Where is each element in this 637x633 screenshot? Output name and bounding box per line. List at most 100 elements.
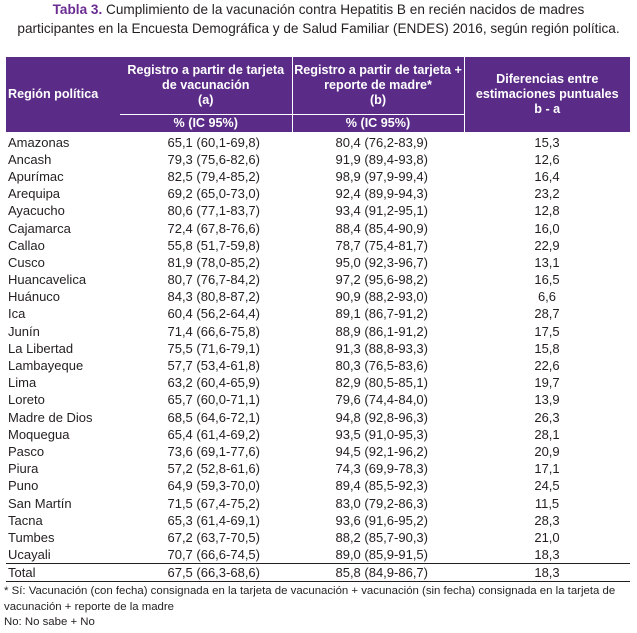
cell-region: Madre de Dios: [8, 409, 93, 425]
caption-line-1: Cumplimiento de la vacunación contra Hep…: [102, 2, 585, 17]
footnotes: * Sí: Vacunación (con fecha) consignada …: [4, 584, 634, 631]
cell-col-b: 88,4 (85,4-90,9): [335, 220, 428, 236]
table-row: Ancash 79,3 (75,6-82,6) 91,9 (89,4-93,8) 12…: [6, 151, 630, 168]
cell-col-diff: 12,6: [534, 151, 560, 167]
cell-col-a: 75,5 (71,6-79,1): [167, 340, 260, 356]
cell-col-a: 71,4 (66,6-75,8): [167, 323, 260, 339]
cell-col-a: 84,3 (80,8-87,2): [167, 289, 260, 305]
table-row: Amazonas 65,1 (60,1-69,8) 80,4 (76,2-83,9)…: [6, 132, 630, 151]
cell-col-diff: 22,6: [534, 358, 560, 374]
cell-col-diff: 21,0: [534, 529, 560, 545]
cell-col-a: 57,2 (52,8-61,6): [167, 461, 260, 477]
cell-col-a: 79,3 (75,6-82,6): [167, 151, 260, 167]
cell-col-a: 72,4 (67,8-76,6): [167, 220, 260, 236]
table-row: Ayacucho 80,6 (77,1-83,7) 93,4 (91,2-95,1)…: [6, 202, 630, 219]
cell-col-diff: 22,9: [534, 237, 560, 253]
cell-col-b: 91,9 (89,4-93,8): [335, 151, 428, 167]
cell-col-a: 64,9 (59,3-70,0): [167, 478, 260, 494]
cell-region: Tumbes: [8, 529, 55, 545]
header-col-diff-label: Diferencias entre estimaciones puntuales: [475, 71, 619, 101]
cell-col-a: 81,9 (78,0-85,2): [167, 254, 260, 270]
table-caption: Tabla 3. Cumplimiento de la vacunación c…: [0, 0, 637, 38]
cell-region: Total: [6, 563, 120, 583]
footnote-1: * Sí: Vacunación (con fecha) consignada …: [4, 585, 616, 613]
cell-col-a: 82,5 (79,4-85,2): [167, 168, 260, 184]
cell-col-diff: 24,5: [534, 478, 560, 494]
cell-col-b: 88,2 (85,7-90,3): [335, 529, 428, 545]
cell-col-b: 94,5 (92,1-96,2): [335, 443, 428, 459]
cell-col-a: 65,7 (60,0-71,1): [167, 392, 260, 408]
table-row: Huánuco 84,3 (80,8-87,2) 90,9 (88,2-93,0) 6…: [6, 288, 630, 305]
cell-col-diff: 28,7: [534, 306, 560, 322]
cell-region: Junín: [8, 323, 40, 339]
table-row: Pasco 73,6 (69,1-77,6) 94,5 (92,1-96,2) 20,…: [6, 443, 630, 460]
cell-col-diff: 28,1: [534, 426, 560, 442]
header-col-b: Registro a partir de tarjeta + reporte d…: [292, 57, 465, 114]
cell-region: Moquegua: [8, 426, 70, 442]
cell-col-b: 94,8 (92,8-96,3): [335, 409, 428, 425]
cell-region: Ayacucho: [8, 203, 65, 219]
cell-col-a: 67,2 (63,7-70,5): [167, 529, 260, 545]
cell-col-diff: 15,3: [534, 134, 560, 150]
header-col-diff-letter: b - a: [534, 101, 561, 116]
cell-col-b: 89,0 (85,9-91,5): [335, 547, 428, 563]
cell-col-b: 89,1 (86,7-91,2): [335, 306, 428, 322]
cell-col-a: 73,6 (69,1-77,6): [167, 443, 260, 459]
header-region: Región política: [6, 57, 120, 132]
cell-col-diff: 13,9: [534, 392, 560, 408]
cell-col-b: 80,4 (76,2-83,9): [335, 134, 428, 150]
cell-col-b: 95,0 (92,3-96,7): [335, 254, 428, 270]
cell-col-a: 65,1 (60,1-69,8): [167, 134, 260, 150]
cell-col-b: 98,9 (97,9-99,4): [335, 168, 428, 184]
cell-col-diff: 16,5: [534, 272, 560, 288]
table-row: Ucayali 70,7 (66,6-74,5) 89,0 (85,9-91,5) 1…: [6, 546, 630, 564]
cell-col-b: 97,2 (95,6-98,2): [335, 272, 428, 288]
table-row: Loreto 65,7 (60,0-71,1) 79,6 (74,4-84,0) 13…: [6, 391, 630, 408]
cell-col-b: 91,3 (88,8-93,3): [335, 340, 428, 356]
cell-col-a: 80,6 (77,1-83,7): [167, 203, 260, 219]
cell-region: Apurímac: [8, 168, 64, 184]
table-row: Cusco 81,9 (78,0-85,2) 95,0 (92,3-96,7) 13,…: [6, 254, 630, 271]
cell-region: Tacna: [8, 512, 43, 528]
table-row: Moquegua 65,4 (61,4-69,2) 93,5 (91,0-95,3)…: [6, 426, 630, 443]
cell-col-b: 93,4 (91,2-95,1): [335, 203, 428, 219]
header-col-b-letter: (b): [369, 92, 387, 107]
cell-col-diff: 11,5: [534, 495, 560, 511]
table-body: Amazonas 65,1 (60,1-69,8) 80,4 (76,2-83,9)…: [6, 132, 630, 583]
cell-region: Cusco: [8, 254, 45, 270]
cell-col-a: 68,5 (64,6-72,1): [167, 409, 260, 425]
cell-col-a: 65,3 (61,4-69,1): [167, 512, 260, 528]
cell-col-a: 63,2 (60,4-65,9): [167, 375, 260, 391]
table-row: Madre de Dios 68,5 (64,6-72,1) 94,8 (92,8-…: [6, 409, 630, 426]
cell-col-a: 80,7 (76,7-84,2): [167, 272, 260, 288]
cell-region: Pasco: [8, 443, 45, 459]
header-col-a: Registro a partir de tarjeta de vacunaci…: [120, 57, 293, 114]
cell-col-diff: 23,2: [534, 186, 560, 202]
cell-col-diff: 6,6: [537, 289, 557, 305]
cell-region: Puno: [8, 478, 39, 494]
header-col-a-label: Registro a partir de tarjeta de vacunaci…: [127, 62, 285, 92]
cell-col-b: 74,3 (69,9-78,3): [335, 461, 428, 477]
cell-col-b: 85,8 (84,9-86,7): [292, 563, 464, 583]
cell-region: Piura: [8, 461, 39, 477]
cell-col-b: 93,5 (91,0-95,3): [335, 426, 428, 442]
table-row: San Martín 71,5 (67,4-75,2) 83,0 (79,2-86,…: [6, 494, 630, 511]
cell-col-b: 88,9 (86,1-91,2): [335, 323, 428, 339]
cell-region: Amazonas: [8, 134, 70, 150]
cell-col-diff: 26,3: [534, 409, 560, 425]
cell-region: Ica: [8, 306, 26, 322]
cell-col-b: 79,6 (74,4-84,0): [335, 392, 428, 408]
subheader-col-b: % (IC 95%): [292, 113, 465, 132]
cell-col-diff: 13,1: [534, 254, 560, 270]
table-row: Lambayeque 57,7 (53,4-61,8) 80,3 (76,5-83,…: [6, 357, 630, 374]
table-row: Cajamarca 72,4 (67,8-76,6) 88,4 (85,4-90,9…: [6, 219, 630, 236]
table-row: Lima 63,2 (60,4-65,9) 82,9 (80,5-85,1) 19,7: [6, 374, 630, 391]
cell-col-diff: 17,5: [534, 323, 560, 339]
cell-col-diff: 20,9: [534, 443, 560, 459]
cell-region: San Martín: [8, 495, 72, 511]
cell-region: Ucayali: [8, 547, 51, 563]
cell-region: Huancavelica: [8, 272, 87, 288]
table-row: Apurímac 82,5 (79,4-85,2) 98,9 (97,9-99,4)…: [6, 168, 630, 185]
table-row: Piura 57,2 (52,8-61,6) 74,3 (69,9-78,3) 17,…: [6, 460, 630, 477]
table-row: Ica 60,4 (56,2-64,4) 89,1 (86,7-91,2) 28,7: [6, 305, 630, 322]
